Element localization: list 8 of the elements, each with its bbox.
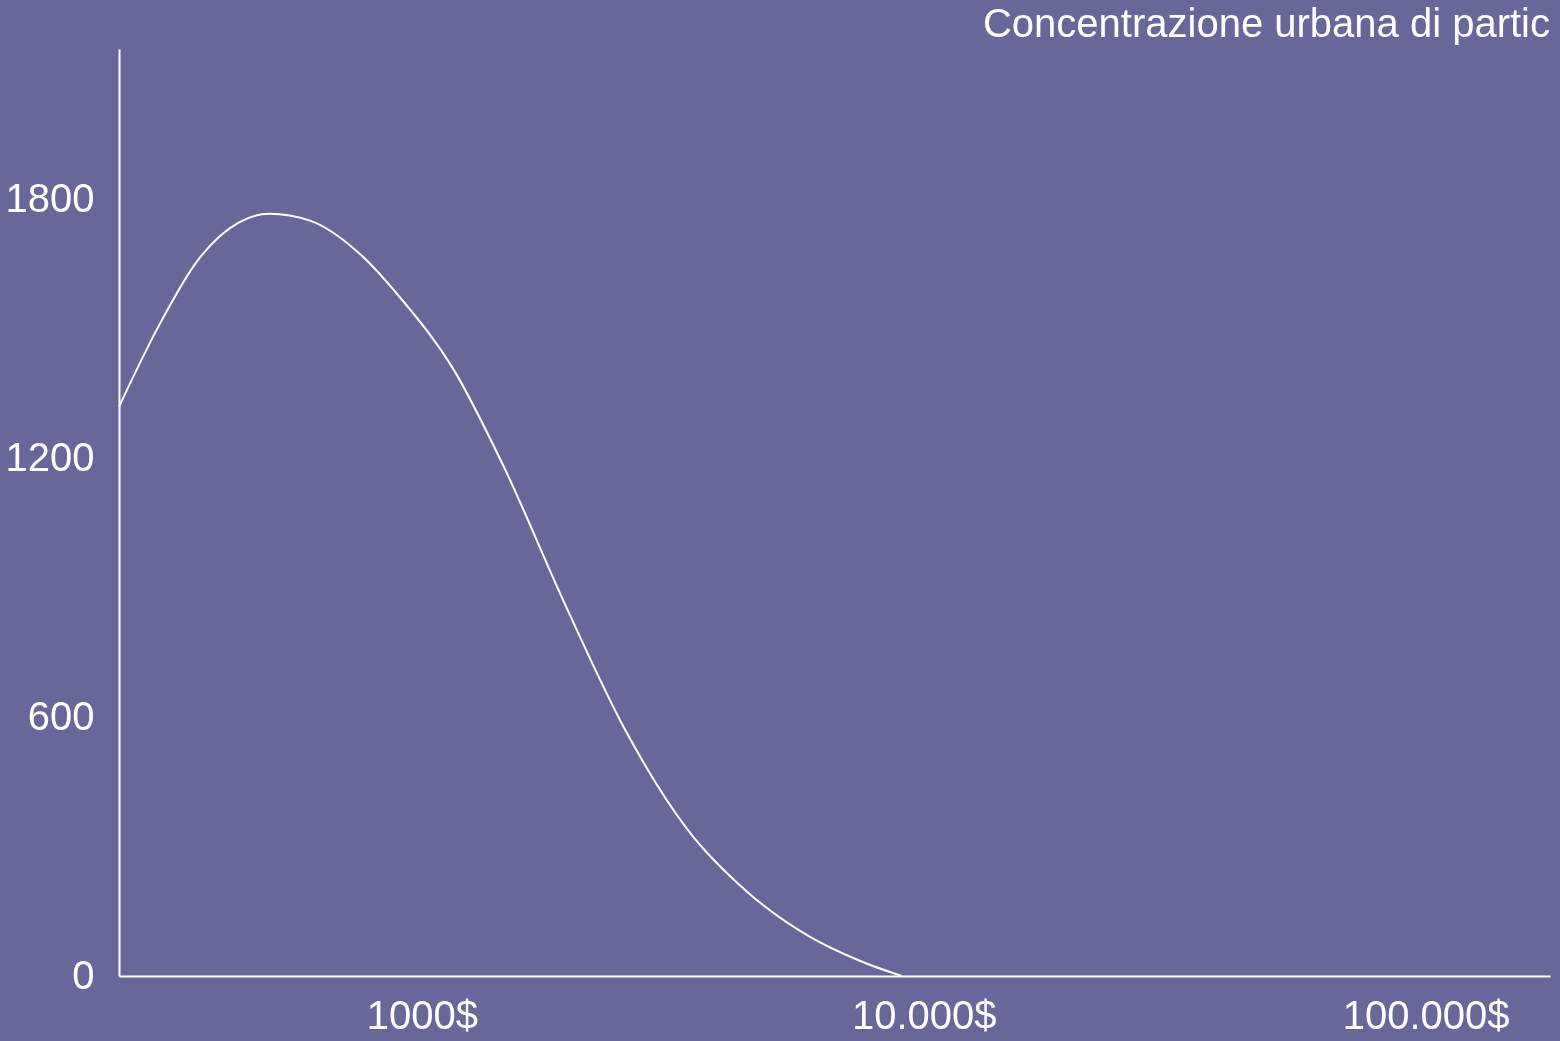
- y-tick-label: 600: [27, 693, 95, 738]
- x-tick-label: 100.000$: [1342, 992, 1510, 1037]
- chart-title: Concentrazione urbana di partic: [982, 1, 1550, 45]
- y-tick-label: 1800: [5, 176, 95, 221]
- y-tick-label: 1200: [5, 435, 95, 480]
- x-tick-label: 10.000$: [851, 992, 997, 1037]
- y-tick-label: 0: [72, 952, 95, 997]
- x-tick-label: 1000$: [366, 992, 479, 1037]
